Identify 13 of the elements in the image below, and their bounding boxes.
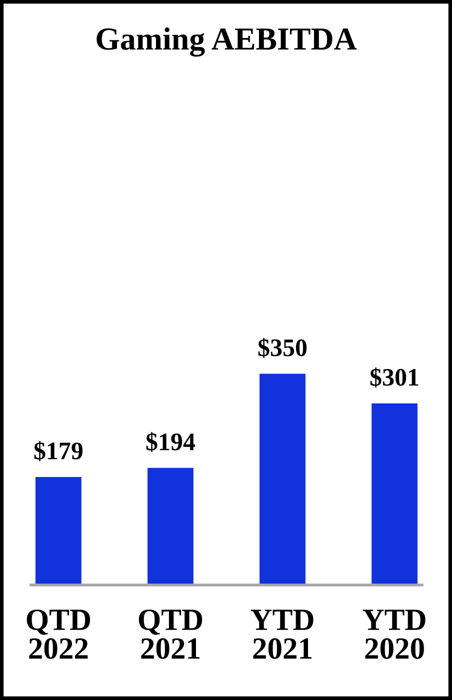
x-tick-label: YTD 2020 <box>362 610 426 659</box>
bar <box>372 403 418 585</box>
data-label: $194 <box>146 432 196 452</box>
x-tick-label: QTD 2021 <box>138 610 202 659</box>
data-label: $350 <box>258 338 307 358</box>
bar <box>148 468 194 585</box>
chart-title: Gaming AEBITDA <box>96 27 357 57</box>
x-tick-label: YTD 2021 <box>250 610 314 659</box>
data-label: $179 <box>34 441 83 462</box>
bar <box>260 374 306 585</box>
bar <box>35 476 82 585</box>
x-tick-label: QTD 2022 <box>26 610 90 659</box>
data-label: $301 <box>370 367 418 388</box>
